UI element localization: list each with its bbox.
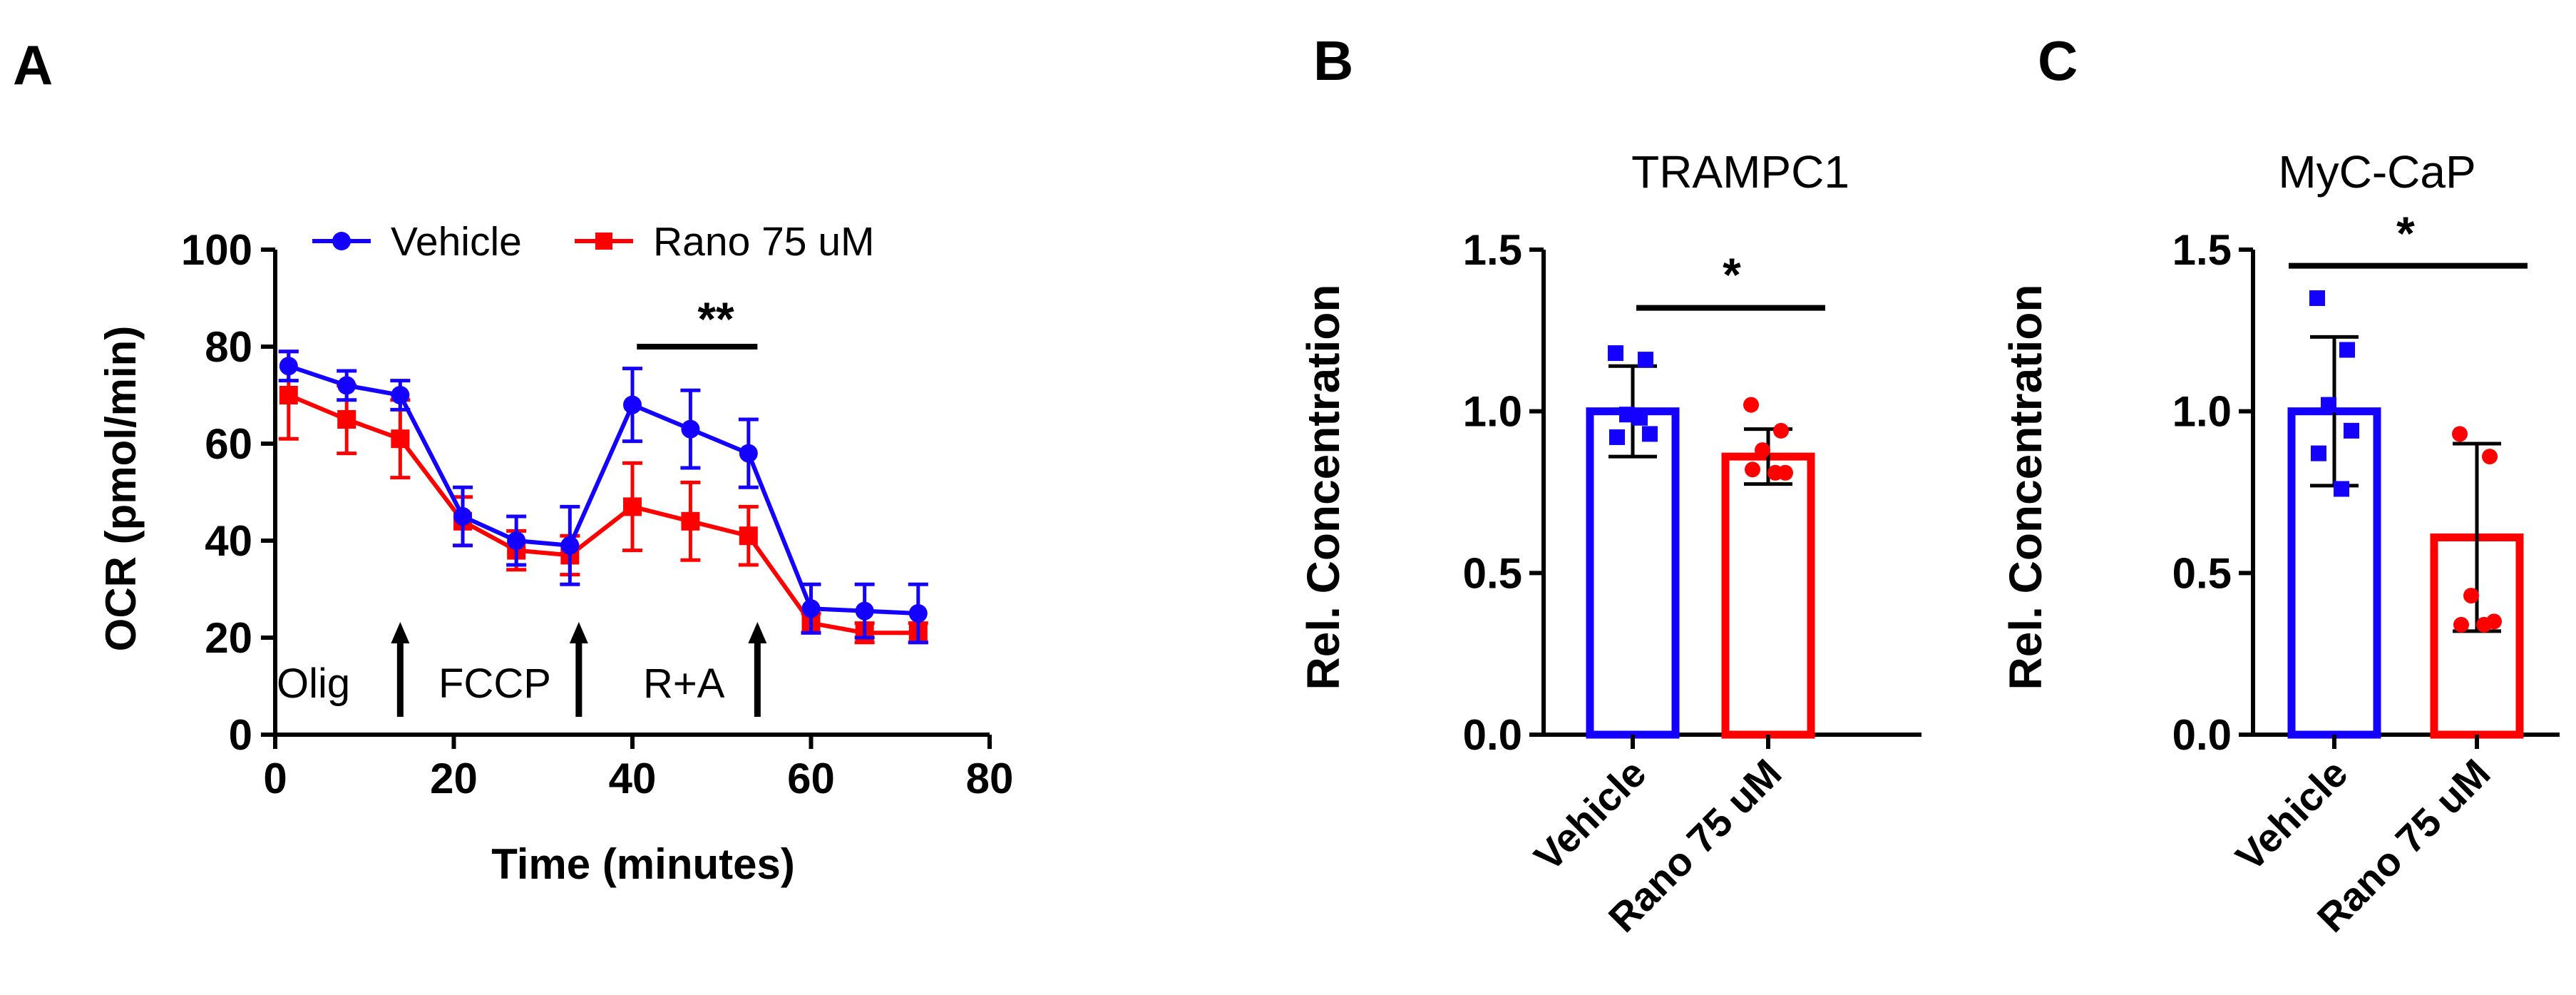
x-tick-label: 40 [609,755,657,802]
rano-data-point [1743,397,1759,413]
injection-arrow-fccp-head [569,622,588,643]
vehicle-point [391,386,410,404]
x-category-label: Vehicle [1525,750,1654,879]
y-tick-label: 40 [205,517,252,565]
vehicle-data-point [2311,445,2326,461]
x-category-label: Vehicle [2227,750,2356,879]
legend-rano-marker [595,233,612,250]
x-tick-label: 0 [263,755,287,802]
rano-data-point [2463,588,2479,604]
y-tick-label: 0 [229,711,252,759]
vehicle-point [560,536,580,555]
rano-data-point [2452,426,2468,442]
rano-data-point [1767,464,1783,481]
rano-series-line [287,393,918,636]
vehicle-data-point [1609,429,1625,445]
rano-data-point [2453,616,2469,633]
vehicle-data-point [2321,397,2336,413]
chart-a: 0 20 40 60 80 100 0 20 40 60 80 [181,226,1013,802]
vehicle-data-point [1642,426,1658,442]
injection-label-ra: R+A [643,660,725,707]
vehicle-point [908,604,928,623]
rano-point [739,526,758,546]
rano-data-point [1755,442,1770,459]
panel-c-letter: C [2038,29,2078,92]
chart-a-xlabel: Time (minutes) [491,840,795,888]
rano-data-point [1745,461,1760,478]
injection-arrow-olig-head [391,622,410,643]
significance-c-text: * [2396,207,2415,260]
y-tick-label: 0.5 [2172,549,2232,597]
y-tick-label: 0.0 [2172,711,2232,759]
x-tick-label: 20 [430,755,478,802]
significance-a-text: ** [697,292,734,345]
vehicle-data-point [2309,290,2325,306]
injection-label-olig: Olig [277,660,350,707]
y-tick-label: 80 [205,323,252,371]
vehicle-bar [1586,407,1680,739]
chart-b-title: TRAMPC1 [1631,146,1849,198]
vehicle-data-point [2334,481,2349,497]
y-tick-label: 0.0 [1463,711,1522,759]
vehicle-data-point [1638,352,1653,368]
injection-label-fccp: FCCP [438,660,551,707]
y-tick-label: 1.5 [2172,226,2232,274]
chart-c-ylabel: Rel. Concentration [2000,285,2051,690]
y-tick-label: 1.0 [2172,388,2232,436]
vehicle-point [681,419,700,439]
vehicle-point [623,395,642,414]
y-tick-label: 60 [205,420,252,468]
legend-vehicle-label: Vehicle [391,219,522,265]
vehicle-point [801,599,821,618]
vehicle-data-point [2339,342,2355,358]
injection-arrow-ra-head [748,622,767,643]
y-tick-label: 0.5 [1463,549,1522,597]
rano-point [391,429,410,449]
x-tick-label: 60 [787,755,835,802]
chart-b-ylabel: Rel. Concentration [1298,285,1349,690]
vehicle-data-point [2344,422,2359,439]
rano-bar [1721,452,1815,739]
vehicle-series-line [287,364,918,616]
y-tick-label: 1.0 [1463,388,1522,436]
rano-point [623,497,642,516]
legend-vehicle-marker [332,232,351,250]
vehicle-point [739,444,758,463]
y-tick-label: 20 [205,614,252,662]
vehicle-point [855,601,874,621]
chart-a-ylabel: OCR (pmol/min) [97,326,145,652]
y-tick-label: 100 [181,226,252,274]
vehicle-data-point [1608,345,1623,362]
panel-b-letter: B [1313,29,1353,92]
vehicle-data-point [1632,409,1648,426]
y-tick-label: 1.5 [1463,226,1522,274]
rano-point [279,386,298,404]
significance-b-text: * [1723,248,1741,301]
rano-point [337,410,356,429]
rano-data-point [2476,616,2492,633]
vehicle-point [337,376,356,395]
rano-data-point [1773,422,1789,439]
rano-data-point [2482,449,2498,465]
x-tick-label: 80 [966,755,1014,802]
vehicle-data-point [1619,407,1635,423]
legend-rano-label: Rano 75 uM [653,219,875,265]
vehicle-point [279,357,298,376]
panel-a-letter: A [13,34,53,96]
chart-c-title: MyC-CaP [2278,146,2475,198]
rano-point [681,511,700,531]
vehicle-point [507,531,526,550]
vehicle-point [453,507,473,526]
